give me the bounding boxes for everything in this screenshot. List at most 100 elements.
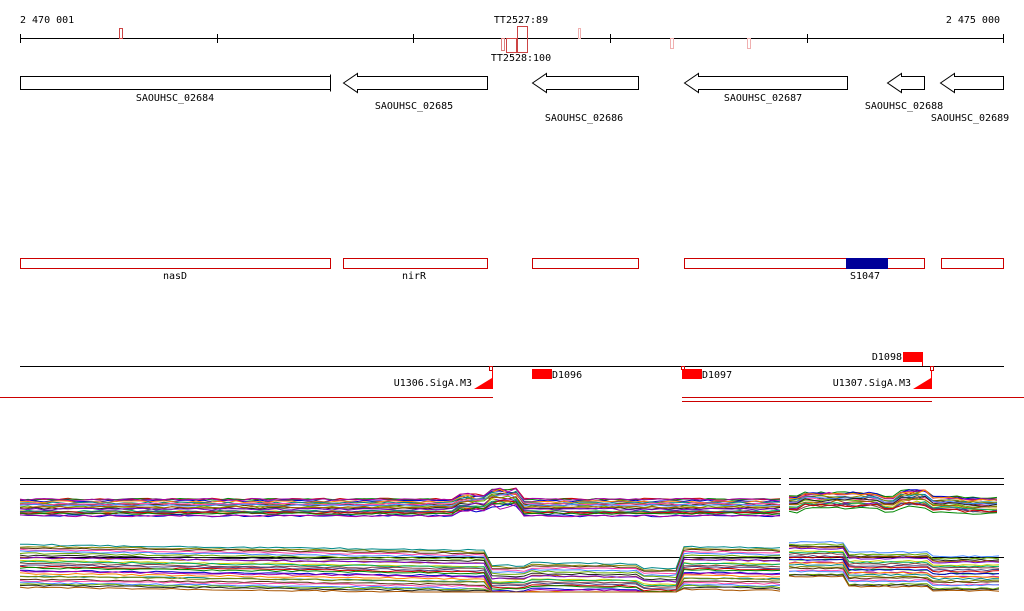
terminator-mark — [747, 38, 751, 49]
promoter-triangle — [474, 378, 492, 389]
gene-SAOUHSC_02688[interactable]: SAOUHSC_02688 — [865, 72, 943, 113]
ruler-track: 2 470 001 2 475 000 TT2527:89 TT2528:100 — [20, 15, 1004, 64]
element-label: D1097 — [702, 370, 732, 381]
upper-band-right-profile — [788, 495, 998, 507]
upper-band-right-profile — [788, 488, 998, 499]
gene-arrow-reverse[interactable] — [886, 72, 925, 94]
element-D1098[interactable]: D1098 — [872, 352, 923, 366]
gene-SAOUHSC_02689[interactable]: SAOUHSC_02689 — [931, 72, 1009, 125]
annotation-track: nasD nirR S1047 — [20, 258, 1004, 282]
promoter-label: U1307.SigA.M3 — [833, 378, 911, 389]
terminator-mark — [501, 38, 505, 51]
lower-band-right-profile — [788, 561, 1000, 578]
gene-label: SAOUHSC_02686 — [545, 113, 623, 124]
terminator-label-1[interactable]: TT2527:89 — [494, 15, 548, 26]
lower-band-right-profile — [788, 556, 1000, 573]
upper-band-right-profile — [788, 489, 998, 502]
lower-band-profile — [19, 550, 781, 577]
annotation-box[interactable] — [941, 258, 1004, 269]
upper-band-right-profile — [788, 501, 998, 513]
promoter-U1306[interactable]: U1306.SigA.M3 — [394, 366, 493, 390]
gene-SAOUHSC_02684[interactable]: SAOUHSC_02684 — [20, 74, 331, 105]
annotation-box-nirR[interactable] — [343, 258, 488, 269]
lower-band-profile — [19, 552, 781, 579]
lower-band-right-profile — [788, 547, 1000, 564]
terminator-mark — [517, 26, 528, 53]
promoter-U1307[interactable]: U1307.SigA.M3 — [833, 366, 934, 390]
terminator-markers[interactable] — [119, 26, 751, 53]
lower-band-right-profile — [788, 565, 1000, 583]
terminator-mark — [578, 28, 581, 39]
element-label: D1098 — [872, 352, 902, 363]
gene-label: SAOUHSC_02684 — [136, 93, 214, 104]
lower-band-right-profile — [788, 563, 1000, 581]
gene-arrow-reverse[interactable] — [683, 72, 848, 94]
lower-band-profile — [19, 566, 781, 593]
ruler-end-label: 2 475 000 — [946, 15, 1000, 26]
expression-tracks — [19, 478, 1004, 593]
annotation-label: nasD — [163, 271, 187, 282]
lower-band-profile — [19, 586, 781, 593]
terminator-mark — [506, 38, 517, 53]
ruler-ticks — [20, 34, 1004, 43]
lower-band-profile — [19, 565, 781, 592]
element-label: D1096 — [552, 370, 582, 381]
upper-band-right-profile — [788, 495, 998, 505]
lower-band-right-profile — [788, 554, 1000, 572]
gene-label: SAOUHSC_02689 — [931, 113, 1009, 124]
lower-band-profile — [19, 543, 781, 570]
ruler-start-label: 2 470 001 — [20, 15, 74, 26]
regulatory-track: U1306.SigA.M3 U1307.SigA.M3 D1096 D1097 … — [0, 352, 1024, 402]
terminator-mark — [670, 38, 674, 49]
gene-arrow-reverse[interactable] — [939, 72, 1004, 94]
lower-band-right-profile — [788, 551, 1000, 568]
upper-band-right-profile — [788, 505, 998, 515]
terminator-label-2[interactable]: TT2528:100 — [491, 53, 551, 64]
gene-label: SAOUHSC_02685 — [375, 101, 453, 112]
lower-band-right-profile — [788, 561, 1000, 579]
upper-band-profile — [19, 500, 781, 514]
gene-label: SAOUHSC_02687 — [724, 93, 802, 104]
lower-band-right-profile — [788, 570, 1000, 587]
promoter-triangle — [913, 378, 931, 389]
upper-band-profile — [19, 490, 780, 505]
gene-SAOUHSC_02687[interactable]: SAOUHSC_02687 — [683, 72, 848, 105]
lower-band-right-profile — [788, 567, 999, 584]
annotation-box[interactable] — [532, 258, 639, 269]
annotation-label: nirR — [402, 271, 427, 282]
annotation-box-nasD[interactable] — [20, 258, 331, 269]
lower-band-right-profile — [788, 540, 1000, 558]
upper-band-profile — [19, 500, 781, 516]
lower-band-right-profile — [788, 558, 1000, 575]
lower-band-profile — [19, 559, 781, 586]
annotation-highlight-S1047[interactable] — [846, 258, 888, 269]
lower-band-profile — [19, 562, 781, 589]
upper-band-profile — [19, 492, 781, 507]
upper-band-profile — [19, 492, 781, 506]
upper-band-profile — [19, 496, 781, 509]
lower-band-right-profile — [788, 574, 1000, 591]
annotation-box-S1047[interactable] — [684, 258, 925, 269]
gene-arrow-reverse[interactable] — [342, 72, 488, 94]
upper-band-right-profile — [788, 490, 998, 501]
lower-band-profile — [19, 548, 781, 575]
lower-band-profile — [19, 560, 781, 587]
lower-band-right-profile — [789, 546, 1000, 563]
element-D1096[interactable]: D1096 — [532, 369, 582, 381]
gene-arrow-reverse[interactable] — [531, 72, 639, 94]
gene-SAOUHSC_02686[interactable]: SAOUHSC_02686 — [531, 72, 639, 125]
element-D1097[interactable]: D1097 — [681, 366, 733, 382]
upper-band-profile — [19, 490, 781, 503]
upper-band-profile — [19, 487, 780, 501]
gene-track: SAOUHSC_02684 SAOUHSC_02685 SAOUHSC_0268… — [20, 72, 1009, 125]
gene-label: SAOUHSC_02688 — [865, 101, 943, 112]
upper-band-profile — [19, 500, 781, 515]
promoter-label: U1306.SigA.M3 — [394, 378, 472, 389]
upper-band-right-profile — [788, 497, 998, 509]
upper-band-profile — [19, 503, 780, 518]
annotation-label: S1047 — [850, 271, 880, 282]
upper-band-profile — [19, 498, 781, 511]
gene-arrow-forward[interactable] — [20, 74, 331, 92]
gene-SAOUHSC_02685[interactable]: SAOUHSC_02685 — [342, 72, 488, 113]
